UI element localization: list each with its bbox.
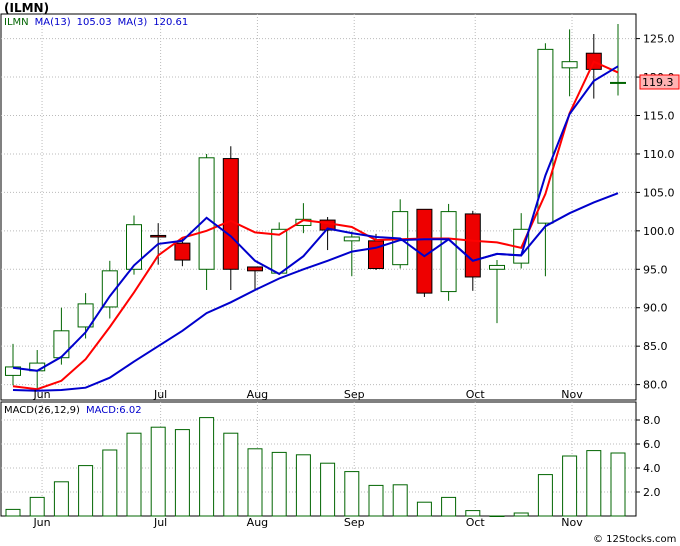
macd-bar: [271, 451, 287, 517]
macd-bar: [416, 501, 432, 517]
macd-x-tick-label: Jun: [32, 516, 50, 529]
macd-bar: [344, 471, 360, 517]
macd-bar: [53, 481, 69, 517]
macd-bar: [320, 462, 336, 517]
macd-bar: [199, 417, 215, 517]
macd-x-tick-label: Sep: [344, 516, 365, 529]
price-y-axis: 80.085.090.095.0100.0105.0110.0115.0120.…: [636, 33, 675, 392]
legend-entry: MACD:6.02: [86, 405, 142, 416]
candle-body-up: [77, 303, 94, 328]
price-y-tick-label: 110.0: [643, 148, 675, 161]
macd-bar: [5, 508, 21, 517]
macd-bar: [489, 515, 505, 517]
macd-bar: [465, 510, 481, 517]
macd-bar: [126, 432, 142, 517]
candle-body-up: [101, 270, 118, 308]
legend-entry: MACD(26,12,9): [4, 405, 80, 416]
price-y-tick-label: 95.0: [643, 263, 668, 276]
macd-y-tick-label: 2.0: [643, 486, 661, 499]
price-x-axis: Jun Jul Aug Sep Oct Nov: [32, 388, 583, 401]
macd-x-tick-label: Nov: [561, 516, 583, 529]
macd-bar: [537, 474, 553, 517]
macd-y-tick-label: 6.0: [643, 438, 661, 451]
macd-bar: [441, 496, 457, 517]
price-y-tick-label: 125.0: [643, 33, 675, 46]
candle-body-down: [247, 266, 263, 272]
macd-y-tick-label: 8.0: [643, 414, 661, 427]
macd-legend: MACD(26,12,9) MACD:6.02: [4, 405, 142, 416]
candle-body-up: [53, 330, 70, 359]
candle-body-down: [222, 158, 239, 270]
price-y-tick-label: 115.0: [643, 109, 675, 122]
price-y-tick-label: 100.0: [643, 225, 675, 238]
macd-bar: [513, 512, 529, 517]
macd-bar: [78, 465, 94, 517]
macd-y-axis: 2.0 4.0 6.0 8.0: [636, 414, 661, 499]
candle-body-down: [368, 240, 384, 270]
price-x-tick-label: Nov: [561, 388, 583, 401]
price-x-tick-label: Jul: [153, 388, 167, 401]
ma-line: [12, 192, 619, 392]
candle-body-up: [5, 366, 21, 376]
candle-body-down: [174, 242, 191, 261]
macd-bar: [247, 448, 263, 517]
macd-bar: [150, 426, 166, 517]
price-x-tick-label: Sep: [344, 388, 365, 401]
macd-bar: [610, 452, 626, 517]
legend-entry: ILMN: [4, 17, 29, 28]
macd-bar: [174, 429, 190, 517]
candle-body-up: [489, 264, 505, 270]
candle-body-up: [126, 224, 142, 270]
candle-body-up: [440, 211, 457, 293]
macd-bar: [223, 432, 239, 517]
candle-body-up: [198, 157, 215, 270]
price-y-tick-label: 90.0: [643, 302, 668, 315]
last-price-label: 119.3: [642, 76, 674, 89]
candle-body-up: [537, 48, 554, 224]
watermark: © 12Stocks.com: [593, 534, 676, 545]
candlesticks: [5, 23, 626, 391]
macd-x-tick-label: Oct: [466, 516, 486, 529]
legend-entry: MA(3): [118, 17, 148, 28]
macd-x-axis: Jun Jul Aug Sep Oct Nov: [32, 516, 583, 529]
legend-entry: MA(13): [35, 17, 71, 28]
macd-bar: [29, 496, 45, 517]
macd-x-tick-label: Jul: [153, 516, 167, 529]
candle-body-down: [464, 213, 481, 278]
candle-body-up: [561, 61, 578, 69]
price-x-tick-label: Oct: [466, 388, 486, 401]
price-x-tick-label: Aug: [247, 388, 268, 401]
macd-bar: [392, 484, 408, 517]
macd-bar: [368, 484, 384, 517]
price-gridlines: [1, 14, 636, 400]
legend-entry: 105.03: [77, 17, 112, 28]
macd-bar: [102, 449, 118, 517]
last-price-marker: 119.3: [639, 74, 680, 90]
macd-x-tick-label: Aug: [247, 516, 268, 529]
macd-bar: [295, 454, 311, 517]
chart-title: (ILMN): [4, 1, 49, 15]
last-price-box: [639, 74, 680, 90]
price-y-tick-label: 105.0: [643, 186, 675, 199]
price-y-tick-label: 85.0: [643, 340, 668, 353]
macd-bar: [586, 450, 602, 517]
moving-average-lines: [12, 60, 619, 392]
ma-line: [12, 60, 619, 391]
legend-entry: 120.61: [153, 17, 188, 28]
macd-y-tick-label: 4.0: [643, 462, 661, 475]
price-x-tick-label: Jun: [32, 388, 50, 401]
price-legend: ILMN MA(13) 105.03 MA(3) 120.61: [4, 17, 188, 28]
candle-body-up: [343, 236, 360, 242]
candle-body-up: [271, 228, 288, 274]
price-y-tick-label: 80.0: [643, 379, 668, 392]
macd-bars: [5, 417, 626, 517]
price-panel: [0, 13, 637, 401]
candle-body-up: [610, 81, 626, 84]
candle-body-down: [150, 234, 167, 238]
macd-bar: [562, 455, 578, 517]
